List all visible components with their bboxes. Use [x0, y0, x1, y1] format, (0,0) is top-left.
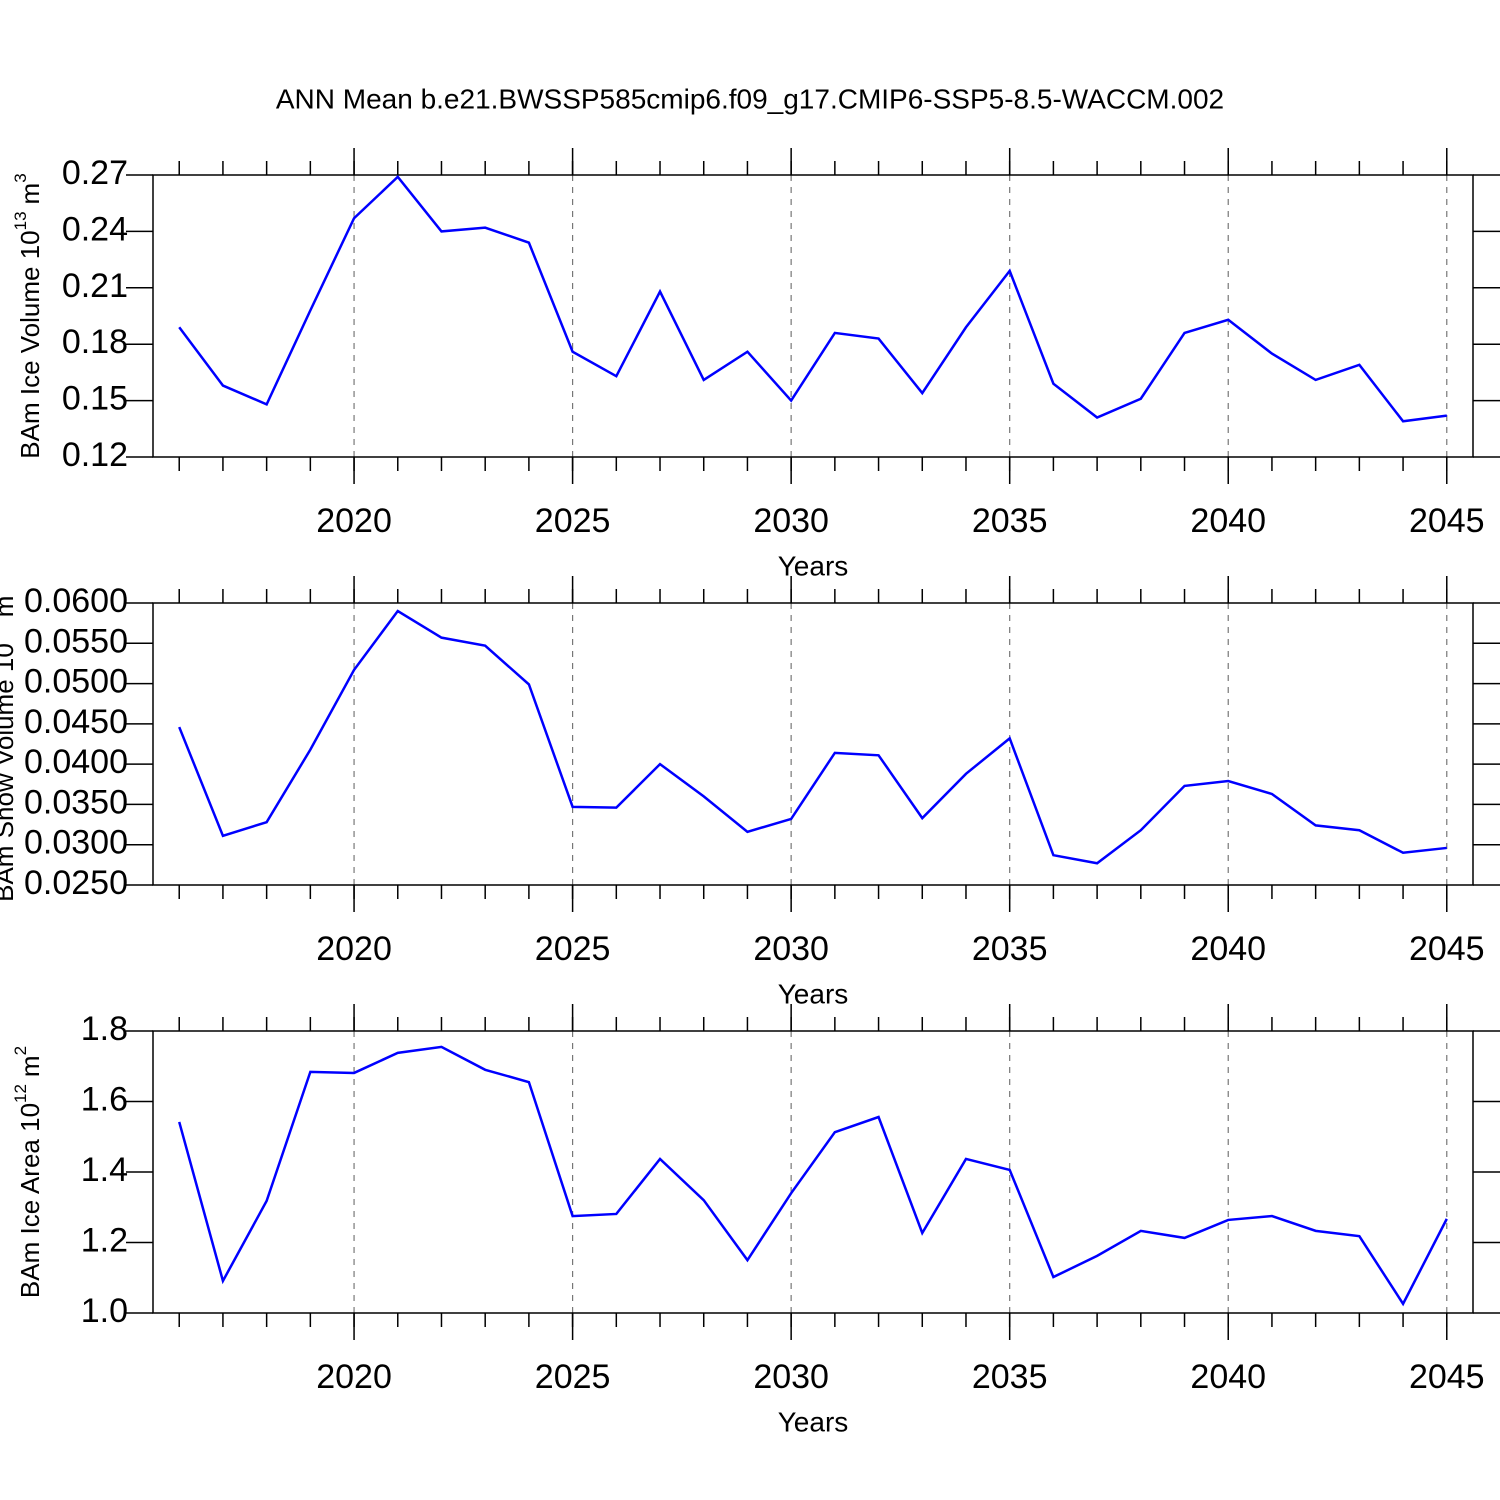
y-label-unit-exp: 3 [0, 586, 4, 595]
y-tick-label: 0.0400 [24, 743, 128, 781]
y-tick-label: 0.0350 [24, 783, 128, 821]
y-tick-label: 1.2 [81, 1221, 128, 1259]
y-tick-label: 0.21 [62, 267, 128, 305]
x-tick-label: 2045 [1409, 930, 1485, 968]
x-tick-label: 2025 [535, 502, 611, 540]
y-tick-label: 0.0550 [24, 622, 128, 660]
x-tick-label: 2025 [535, 930, 611, 968]
x-tick-label: 2040 [1190, 1358, 1266, 1396]
y-tick-label: 1.4 [81, 1151, 128, 1189]
x-tick-label: 2030 [753, 930, 829, 968]
y-label-unit: m [15, 1055, 45, 1077]
y-tick-label: 0.0500 [24, 663, 128, 701]
y-tick-label: 0.18 [62, 323, 128, 361]
y-tick-label: 0.0600 [24, 582, 128, 620]
plot-frame [152, 602, 1474, 886]
x-tick-label: 2020 [316, 1358, 392, 1396]
y-label-unit-exp: 2 [11, 1046, 30, 1055]
x-tick-label: 2025 [535, 1358, 611, 1396]
y-tick-label: 0.27 [62, 154, 128, 192]
data-line [178, 175, 1447, 423]
y-tick-label: 0.24 [62, 210, 128, 248]
x-axis-label: Years [778, 978, 849, 1009]
y-label-text: BAm Ice Area 10 [15, 1103, 45, 1298]
panel: 2020 2025 2030 2035 2040 2045 0.12 0.15 0.18 0.21… [11, 148, 1500, 581]
panel: 2020 2025 2030 2035 2040 2045 0.02500.03000.03… [0, 576, 1500, 1009]
panel: 2020 2025 2030 2035 2040 2045 1.0 1.2 1.4 1.6 1.8 Y… [11, 1004, 1500, 1437]
plot-frame [152, 1030, 1474, 1314]
x-tick-label: 2035 [972, 502, 1048, 540]
y-label-text: BAm Snow Volume 10 [0, 643, 19, 902]
y-tick-label: 0.0300 [24, 824, 128, 862]
x-tick-label: 2030 [753, 502, 829, 540]
y-label-exp: 13 [11, 211, 30, 230]
x-tick-label: 2035 [972, 930, 1048, 968]
y-axis-label: BAm Ice Volume 1013 m3 [11, 173, 44, 458]
x-tick-label: 2045 [1409, 1358, 1485, 1396]
y-label-unit: m [15, 183, 45, 205]
x-tick-label: 2045 [1409, 502, 1485, 540]
y-tick-label: 0.12 [62, 436, 128, 474]
y-tick-label: 0.15 [62, 380, 128, 418]
y-axis-label: BAm Ice Area 1012 m2 [11, 1046, 44, 1298]
figure-title: ANN Mean b.e21.BWSSP585cmip6.f09_g17.CMI… [276, 83, 1224, 114]
x-axis-label: Years [778, 550, 849, 581]
x-tick-label: 2040 [1190, 502, 1266, 540]
y-tick-label: 1.6 [81, 1080, 128, 1118]
y-tick-label: 1.8 [81, 1010, 128, 1048]
y-tick-label: 1.0 [81, 1292, 128, 1330]
y-label-exp: 13 [0, 624, 4, 643]
x-axis-label: Years [778, 1406, 849, 1437]
x-tick-label: 2020 [316, 502, 392, 540]
y-axis-label: BAm Snow Volume 1013 m3 [0, 586, 19, 902]
data-line [178, 1045, 1448, 1307]
y-label-unit-exp: 3 [11, 173, 30, 182]
x-tick-label: 2030 [753, 1358, 829, 1396]
y-label-text: BAm Ice Volume 10 [15, 230, 45, 458]
x-tick-label: 2020 [316, 930, 392, 968]
plot-frame [152, 174, 1474, 458]
data-line [178, 609, 1447, 865]
y-label-unit: m [0, 596, 19, 618]
y-label-exp: 12 [11, 1084, 30, 1103]
x-tick-label: 2040 [1190, 930, 1266, 968]
y-tick-label: 0.0450 [24, 703, 128, 741]
x-tick-label: 2035 [972, 1358, 1048, 1396]
y-tick-label: 0.0250 [24, 864, 128, 902]
